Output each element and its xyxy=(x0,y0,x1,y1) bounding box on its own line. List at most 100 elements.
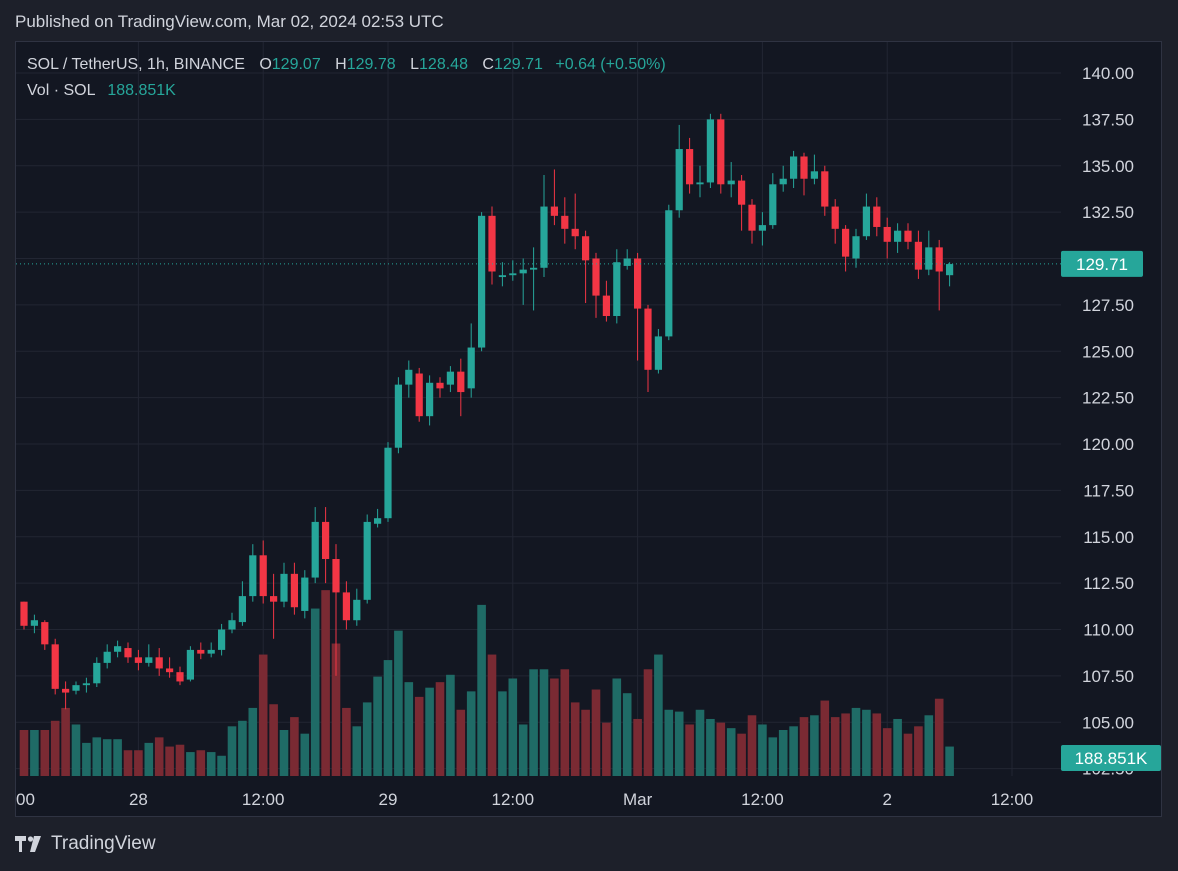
x-tick-label: 00 xyxy=(16,790,35,809)
candle xyxy=(654,328,662,374)
volume-bar xyxy=(539,669,549,776)
legend-high: 129.78 xyxy=(346,56,396,73)
volume-bar xyxy=(144,742,154,776)
candle-body xyxy=(436,382,444,389)
volume-bar xyxy=(154,737,164,776)
candle-body xyxy=(467,347,475,389)
candle-body xyxy=(862,206,870,237)
candle xyxy=(758,212,766,246)
candle-body xyxy=(93,662,101,684)
volume-bar xyxy=(612,678,622,776)
candle-body xyxy=(384,447,392,519)
tradingview-brand-text: TradingView xyxy=(51,833,156,854)
candle-body xyxy=(904,230,912,242)
volume-bar xyxy=(165,746,174,776)
x-tick-label: 2 xyxy=(882,790,891,809)
candle-body xyxy=(311,521,319,578)
legend-ohlc-row: SOL / TetherUS, 1h, BINANCE O129.07 H129… xyxy=(27,55,666,81)
candle-body xyxy=(342,592,350,621)
price-badge-text: 129.71 xyxy=(1076,255,1128,274)
candle xyxy=(218,623,226,656)
y-tick-label: 107.50 xyxy=(1082,667,1134,686)
volume-bar xyxy=(50,720,60,776)
legend-volume-row: Vol · SOL 188.851K xyxy=(27,81,666,107)
volume-bar xyxy=(820,700,830,776)
candle-body xyxy=(103,651,111,663)
candle xyxy=(186,646,194,682)
price-axis: 140.00137.50135.00132.50130.00127.50125.… xyxy=(1082,64,1134,779)
candle xyxy=(103,644,111,669)
volume-bar xyxy=(830,717,840,776)
x-tick-label: 12:00 xyxy=(741,790,784,809)
candle xyxy=(592,252,600,318)
candle-body xyxy=(748,204,756,231)
candle xyxy=(550,169,558,226)
candle-body xyxy=(634,258,642,309)
candle xyxy=(394,377,402,454)
candle-body xyxy=(540,206,548,268)
candle xyxy=(530,247,538,311)
candle-body xyxy=(290,573,298,608)
legend-volume-label: Vol · SOL xyxy=(27,82,95,99)
candle xyxy=(93,657,101,688)
candle xyxy=(166,657,174,678)
volume-bar xyxy=(383,660,393,776)
volume-bar xyxy=(903,733,913,776)
candle-body xyxy=(249,555,257,597)
candle xyxy=(249,544,257,602)
candle xyxy=(311,507,319,584)
volume-bar xyxy=(404,682,414,776)
candle xyxy=(155,648,163,676)
y-tick-label: 115.00 xyxy=(1083,528,1134,547)
y-tick-label: 125.00 xyxy=(1082,342,1134,361)
y-tick-label: 135.00 xyxy=(1082,157,1134,176)
volume-bar xyxy=(238,720,247,776)
candle-body xyxy=(374,518,382,524)
volume-bar xyxy=(550,678,559,776)
volume-bar xyxy=(134,750,143,776)
candle-body xyxy=(852,236,860,259)
candle xyxy=(332,544,340,676)
candle-body xyxy=(51,644,59,689)
candle-body xyxy=(322,521,330,560)
chart-frame[interactable] xyxy=(15,41,1162,817)
candle xyxy=(374,508,382,528)
candle-body xyxy=(894,230,902,242)
candle-body xyxy=(571,228,579,237)
candle xyxy=(904,223,912,250)
candle-body xyxy=(197,649,205,654)
volume-bar xyxy=(529,669,538,776)
candle xyxy=(124,642,132,663)
volume-bar xyxy=(747,715,757,776)
volume-bar xyxy=(435,682,445,776)
volume-bar xyxy=(279,730,289,776)
candle-body xyxy=(207,649,215,654)
candle xyxy=(301,570,309,619)
volume-bar xyxy=(799,717,809,776)
y-tick-label: 110.00 xyxy=(1083,621,1134,640)
candle xyxy=(415,367,423,422)
candle xyxy=(426,375,434,426)
candle-body xyxy=(717,119,725,185)
candle-body xyxy=(790,156,798,179)
candle xyxy=(602,280,610,322)
candle xyxy=(176,666,184,686)
tradingview-logo[interactable]: TradingView xyxy=(15,833,156,855)
legend-symbol: SOL / TetherUS, 1h, BINANCE xyxy=(27,56,245,73)
volume-bar xyxy=(685,724,694,776)
x-tick-label: Mar xyxy=(623,790,653,809)
volume-bar xyxy=(560,669,570,776)
volume-bar xyxy=(30,730,39,776)
volume-bar xyxy=(778,730,788,776)
volume-bar xyxy=(674,711,684,776)
candle xyxy=(498,262,506,287)
volume-bar xyxy=(40,730,50,776)
candle xyxy=(914,230,922,279)
volume-bar xyxy=(841,713,850,776)
candle-body xyxy=(644,308,652,370)
volume-bar xyxy=(352,726,362,776)
x-tick-label: 12:00 xyxy=(492,790,535,809)
candle xyxy=(290,562,298,615)
volume-bar xyxy=(664,709,674,776)
